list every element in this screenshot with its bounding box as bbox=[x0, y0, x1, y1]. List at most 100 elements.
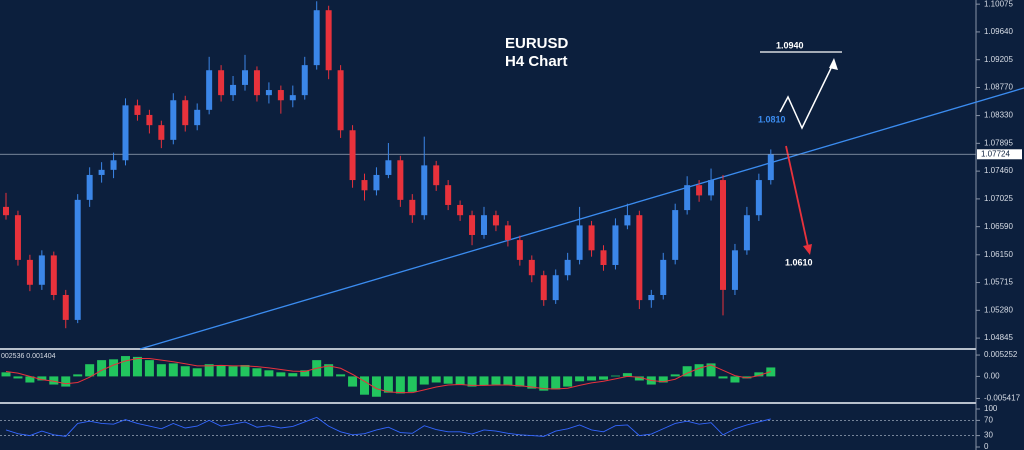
candle-body bbox=[660, 259, 667, 296]
candle-body bbox=[277, 90, 284, 101]
candle-body bbox=[684, 185, 691, 211]
candle-body bbox=[194, 109, 201, 126]
bearish-arrow bbox=[785, 145, 809, 248]
macd-bar bbox=[228, 366, 238, 377]
macd-bar bbox=[515, 376, 525, 387]
macd-bar bbox=[264, 370, 274, 377]
candle-body bbox=[26, 259, 33, 285]
macd-bar bbox=[419, 376, 429, 385]
macd-bar bbox=[634, 376, 644, 381]
macd-bar bbox=[300, 370, 310, 377]
candle-body bbox=[743, 215, 750, 251]
macd-bar bbox=[192, 368, 202, 377]
candle-body bbox=[98, 169, 105, 175]
y-tick-label: 1.07895 bbox=[984, 138, 1013, 147]
y-tick-label: 1.06150 bbox=[984, 250, 1013, 259]
candle-body bbox=[564, 259, 571, 276]
trend-line bbox=[139, 87, 1024, 350]
macd-bar bbox=[168, 363, 178, 377]
candle-body bbox=[313, 10, 320, 66]
macd-bar bbox=[694, 364, 704, 377]
candle-body bbox=[409, 199, 416, 216]
candle-body bbox=[242, 70, 248, 85]
y-tick-label: 0.00 bbox=[984, 372, 1000, 381]
candle-body bbox=[385, 160, 392, 175]
macd-bar bbox=[324, 364, 334, 377]
macd-bar bbox=[407, 376, 417, 392]
candle-body bbox=[755, 180, 762, 216]
y-tick-label: 1.08330 bbox=[984, 111, 1013, 120]
candle-body bbox=[540, 275, 547, 301]
candle-body bbox=[14, 215, 21, 260]
candle-body bbox=[421, 165, 428, 216]
macd-bar bbox=[610, 375, 620, 377]
candle-body bbox=[445, 185, 452, 205]
candle-body bbox=[134, 105, 141, 115]
y-tick-label: 1.08770 bbox=[984, 83, 1013, 92]
bullish-arrow bbox=[779, 61, 835, 130]
candle-body bbox=[624, 215, 631, 226]
macd-bar bbox=[13, 376, 23, 379]
macd-bar bbox=[216, 365, 226, 377]
candle-body bbox=[38, 255, 45, 285]
y-tick-label: 1.09205 bbox=[984, 55, 1013, 64]
chart-title: EURUSD bbox=[505, 35, 569, 52]
y-tick-label: 1.09640 bbox=[984, 27, 1013, 36]
candle-body bbox=[720, 180, 726, 290]
candle-body bbox=[265, 90, 272, 96]
last-price-box bbox=[977, 149, 1022, 160]
macd-bar bbox=[61, 376, 71, 387]
candle-body bbox=[433, 165, 440, 186]
candle-body bbox=[110, 160, 117, 170]
candle-body bbox=[612, 225, 619, 265]
macd-bar bbox=[431, 376, 441, 383]
candle-body bbox=[528, 259, 535, 276]
macd-bar bbox=[491, 376, 501, 385]
macd-bar bbox=[467, 376, 477, 387]
macd-bar bbox=[575, 376, 585, 382]
macd-bar bbox=[97, 360, 107, 377]
y-tick-label: 1.04845 bbox=[984, 333, 1013, 342]
macd-bar bbox=[670, 374, 680, 377]
macd-bar bbox=[443, 376, 453, 384]
candle-body bbox=[588, 225, 595, 251]
candle-body bbox=[158, 125, 165, 140]
last-price-label: 1.07724 bbox=[981, 149, 1010, 158]
y-tick-label: 1.06590 bbox=[984, 222, 1013, 231]
y-tick-label: 1.05280 bbox=[984, 305, 1013, 314]
candle-body bbox=[469, 215, 476, 235]
candle-body bbox=[289, 95, 296, 101]
candle-body bbox=[708, 180, 715, 196]
candle-body bbox=[672, 210, 679, 260]
macd-bar bbox=[539, 376, 549, 391]
macd-bar bbox=[240, 365, 250, 377]
macd-bar bbox=[587, 376, 597, 381]
signal-line bbox=[5, 358, 771, 394]
macd-bar bbox=[336, 374, 346, 377]
candle-body bbox=[146, 114, 153, 126]
candle-body bbox=[170, 100, 177, 140]
macd-bar bbox=[718, 376, 728, 379]
y-tick-label: 70 bbox=[984, 416, 993, 425]
macd-bar bbox=[754, 372, 764, 377]
candle-body bbox=[325, 10, 332, 71]
candle-body bbox=[62, 295, 69, 320]
macd-bar bbox=[360, 376, 369, 395]
indicator-label: 002536 0.001404 bbox=[1, 353, 56, 360]
y-tick-label: 1.10075 bbox=[984, 0, 1013, 8]
macd-bar bbox=[73, 374, 83, 377]
candle-body bbox=[731, 250, 738, 290]
y-tick-label: 0.005252 bbox=[984, 350, 1018, 359]
arrow-head bbox=[829, 58, 838, 70]
candle-body bbox=[481, 215, 487, 235]
macd-bar bbox=[144, 360, 154, 377]
chart-subtitle: H4 Chart bbox=[505, 53, 568, 70]
macd-bar bbox=[252, 368, 262, 377]
rsi-line bbox=[5, 416, 771, 437]
macd-bar bbox=[551, 376, 561, 390]
candle-body bbox=[648, 295, 655, 301]
candle-body bbox=[230, 84, 237, 96]
macd-bar bbox=[599, 376, 608, 380]
macd-bar bbox=[121, 356, 130, 377]
